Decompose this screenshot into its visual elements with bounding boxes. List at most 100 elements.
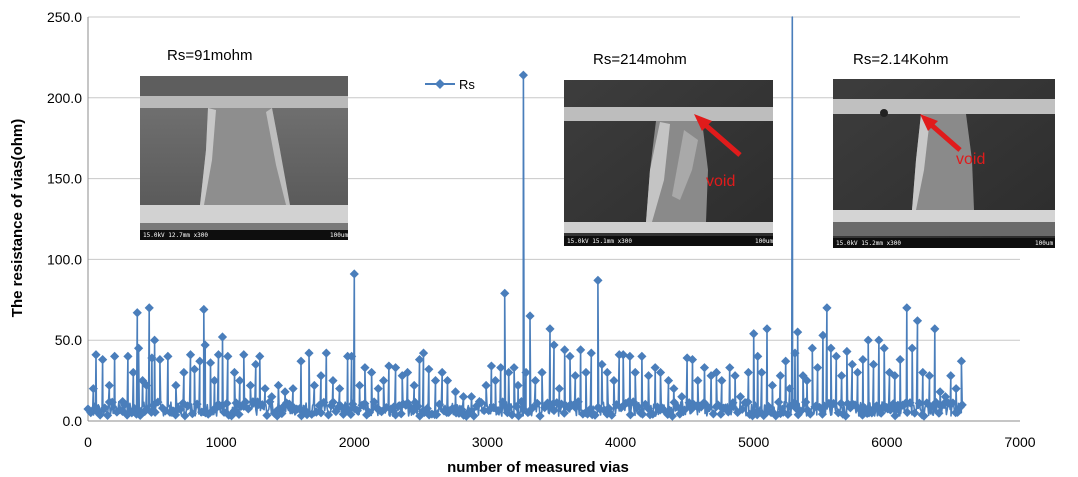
- annotation-label-91mohm: Rs=91mohm: [167, 47, 252, 64]
- data-point: [316, 408, 326, 418]
- data-point-spike: [793, 327, 803, 337]
- data-point: [829, 398, 839, 409]
- data-point: [761, 408, 772, 418]
- data-point-spike: [133, 343, 144, 353]
- data-point: [302, 410, 312, 420]
- data-point-spike: [88, 384, 98, 394]
- data-point-spike: [930, 324, 940, 334]
- data-point: [708, 409, 718, 419]
- data-point: [272, 411, 282, 421]
- data-point-spike: [826, 343, 836, 353]
- data-point-spike: [402, 367, 413, 378]
- data-point: [346, 409, 356, 419]
- data-point-spike: [513, 380, 523, 391]
- data-point: [523, 407, 533, 418]
- data-point: [768, 407, 778, 418]
- data-point-spike: [655, 367, 666, 378]
- data-point: [754, 407, 764, 417]
- data-point: [479, 405, 489, 416]
- data-point: [393, 401, 403, 411]
- data-point: [102, 410, 113, 421]
- data-point-spike: [91, 350, 101, 360]
- data-point-spike: [296, 356, 306, 366]
- data-point-spike: [663, 376, 674, 386]
- data-point: [660, 406, 670, 416]
- data-point: [752, 410, 762, 420]
- data-point: [867, 408, 877, 418]
- data-point: [679, 405, 690, 415]
- data-point: [540, 403, 550, 413]
- data-point: [836, 398, 846, 408]
- data-point-spike: [500, 288, 510, 298]
- data-point-spike: [951, 384, 961, 394]
- data-point: [663, 409, 673, 420]
- annotation-label-214mohm: Rs=214mohm: [593, 51, 687, 68]
- data-point: [669, 397, 679, 408]
- data-point: [570, 402, 581, 413]
- data-point-spike: [205, 358, 216, 368]
- data-point: [352, 405, 362, 416]
- data-point: [796, 406, 806, 416]
- data-point-spike: [195, 356, 205, 366]
- data-point-spike: [802, 376, 812, 386]
- x-tick-label: 0: [84, 434, 92, 450]
- data-point-spike: [537, 367, 547, 378]
- data-point-spike: [260, 384, 270, 394]
- data-point: [687, 404, 697, 414]
- data-point-spike: [874, 335, 884, 345]
- data-point: [859, 403, 869, 413]
- data-point: [763, 401, 773, 411]
- data-point: [527, 403, 538, 413]
- data-point: [431, 410, 442, 420]
- data-point-spike: [650, 363, 660, 373]
- data-point: [648, 409, 658, 419]
- data-point-spike: [384, 361, 394, 371]
- data-point-spike: [255, 351, 265, 361]
- data-point-spike: [879, 343, 889, 353]
- data-point-spike: [775, 371, 785, 381]
- data-point-spike: [581, 367, 591, 378]
- data-point: [783, 409, 793, 420]
- data-point: [107, 397, 117, 407]
- data-point-spike: [525, 311, 535, 321]
- data-point-spike: [366, 367, 377, 378]
- data-point: [516, 397, 526, 407]
- data-point-spike: [790, 348, 800, 358]
- data-point-spike: [753, 351, 763, 361]
- data-point-spike: [699, 363, 710, 373]
- data-point-spike: [309, 380, 319, 391]
- sem-caption-right: 100um: [1035, 240, 1053, 247]
- data-point-spike: [267, 392, 277, 402]
- data-point: [405, 402, 416, 412]
- data-point-spike: [390, 363, 401, 373]
- data-point: [535, 411, 545, 421]
- data-point-spike: [706, 371, 716, 381]
- data-point: [157, 403, 168, 413]
- y-tick-label: 0.0: [63, 413, 83, 429]
- data-point-spike: [273, 380, 283, 391]
- void-arrow: [926, 120, 962, 152]
- data-point: [112, 407, 122, 417]
- data-point: [396, 409, 406, 419]
- data-point: [153, 397, 163, 407]
- data-point: [556, 399, 567, 409]
- data-point-spike: [424, 364, 434, 374]
- data-point-spike: [602, 367, 612, 378]
- data-point-spike: [818, 330, 828, 340]
- data-point-spike: [199, 304, 209, 315]
- data-point: [419, 407, 430, 418]
- data-point: [931, 397, 941, 408]
- data-point: [713, 400, 723, 410]
- data-point: [150, 407, 160, 417]
- data-point: [454, 408, 464, 418]
- data-point-spike: [895, 354, 905, 365]
- data-point: [888, 399, 898, 409]
- data-point: [743, 397, 753, 407]
- data-point: [493, 406, 503, 416]
- data-point: [573, 397, 583, 407]
- data-point-spike: [280, 387, 290, 397]
- data-point-spike: [785, 384, 795, 394]
- sem-caption-left: 15.0kV 12.7mm x300: [143, 232, 208, 239]
- data-point: [625, 410, 636, 420]
- data-point-spike: [209, 376, 220, 386]
